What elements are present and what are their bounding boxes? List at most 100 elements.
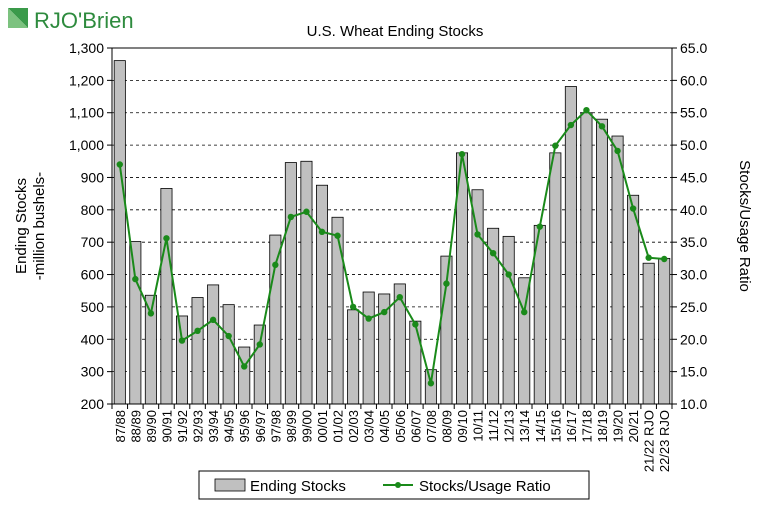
bar-ending-stocks bbox=[549, 152, 562, 405]
x-tick-label: 19/20 bbox=[611, 410, 626, 443]
x-tick-label: 02/03 bbox=[346, 410, 361, 443]
x-tick-label: 17/18 bbox=[579, 410, 594, 443]
x-tick-label: 05/06 bbox=[393, 410, 408, 443]
point-stocks-usage-ratio bbox=[536, 223, 543, 230]
x-tick-label: 08/09 bbox=[439, 410, 454, 443]
x-tick-label: 01/02 bbox=[331, 410, 346, 443]
left-tick-label: 300 bbox=[81, 364, 105, 380]
right-tick-label: 65.0 bbox=[680, 40, 707, 56]
left-tick-label: 800 bbox=[81, 202, 105, 218]
bar-ending-stocks bbox=[627, 194, 640, 405]
bar-ending-stocks bbox=[191, 297, 204, 405]
left-tick-label: 400 bbox=[81, 331, 105, 347]
bar-ending-stocks bbox=[596, 118, 609, 405]
left-tick-label: 1,300 bbox=[69, 40, 104, 56]
right-tick-label: 40.0 bbox=[680, 202, 707, 218]
bar-ending-stocks bbox=[611, 135, 624, 405]
x-tick-label: 94/95 bbox=[222, 410, 237, 443]
x-tick-label: 03/04 bbox=[362, 410, 377, 443]
left-tick-label: 1,100 bbox=[69, 105, 104, 121]
x-tick-label: 89/90 bbox=[144, 410, 159, 443]
point-stocks-usage-ratio bbox=[614, 147, 621, 155]
point-stocks-usage-ratio bbox=[272, 261, 279, 269]
right-tick-label: 15.0 bbox=[680, 364, 707, 380]
point-stocks-usage-ratio bbox=[147, 310, 155, 317]
point-stocks-usage-ratio bbox=[241, 363, 248, 370]
left-axis-ticks: 200 300 400 500 600 700 800 900 1,000 1,100 1,200 1… bbox=[69, 40, 112, 412]
x-tick-label: 99/00 bbox=[299, 410, 314, 443]
bar-ending-stocks bbox=[253, 324, 266, 405]
point-stocks-usage-ratio bbox=[505, 271, 512, 278]
right-tick-label: 25.0 bbox=[680, 299, 707, 315]
legend-swatch-marker bbox=[395, 482, 401, 488]
point-stocks-usage-ratio bbox=[412, 321, 419, 328]
point-stocks-usage-ratio bbox=[396, 294, 403, 301]
bar-ending-stocks bbox=[113, 60, 126, 405]
x-tick-label: 16/17 bbox=[564, 410, 579, 443]
x-tick-label: 12/13 bbox=[502, 410, 517, 443]
bar-ending-stocks bbox=[362, 291, 375, 405]
point-stocks-usage-ratio bbox=[365, 315, 372, 322]
x-tick-label: 96/97 bbox=[253, 410, 268, 443]
point-stocks-usage-ratio bbox=[132, 275, 139, 283]
x-tick-label: 93/94 bbox=[206, 410, 221, 443]
right-tick-label: 55.0 bbox=[680, 105, 707, 121]
point-stocks-usage-ratio bbox=[458, 150, 466, 158]
bar-ending-stocks bbox=[331, 216, 344, 405]
point-stocks-usage-ratio bbox=[645, 254, 652, 261]
point-stocks-usage-ratio bbox=[287, 213, 295, 221]
bar-series bbox=[113, 60, 671, 405]
left-tick-label: 500 bbox=[81, 299, 105, 315]
bar-ending-stocks bbox=[269, 234, 282, 405]
right-tick-label: 45.0 bbox=[680, 169, 707, 185]
right-tick-label: 10.0 bbox=[680, 396, 707, 412]
point-stocks-usage-ratio bbox=[443, 280, 450, 287]
bar-ending-stocks bbox=[207, 284, 220, 405]
point-stocks-usage-ratio bbox=[521, 308, 528, 316]
x-tick-label: 09/10 bbox=[455, 410, 470, 443]
right-tick-label: 35.0 bbox=[680, 234, 707, 250]
point-stocks-usage-ratio bbox=[474, 231, 481, 238]
bar-ending-stocks bbox=[175, 315, 188, 405]
x-tick-label: 21/22 RJO bbox=[642, 410, 657, 472]
bar-ending-stocks bbox=[160, 188, 173, 405]
right-axis-ticks: 10.0 15.0 20.0 25.0 30.0 35.0 40.0 45.0 50.0 55.0… bbox=[672, 40, 707, 412]
chart-title: U.S. Wheat Ending Stocks bbox=[307, 23, 484, 40]
x-tick-label: 95/96 bbox=[237, 410, 252, 443]
x-tick-label: 07/08 bbox=[424, 410, 439, 443]
x-tick-label: 11/12 bbox=[486, 410, 501, 442]
x-axis-ticks: 87/88 88/89 89/90 90/91 91/92 92/93 93/94 94/95… bbox=[111, 404, 673, 472]
point-stocks-usage-ratio bbox=[178, 337, 186, 344]
x-tick-label: 18/19 bbox=[595, 410, 610, 443]
x-tick-label: 00/01 bbox=[315, 410, 330, 443]
point-stocks-usage-ratio bbox=[303, 208, 310, 215]
point-stocks-usage-ratio bbox=[661, 255, 668, 263]
x-tick-label: 13/14 bbox=[517, 410, 532, 443]
x-tick-label: 10/11 bbox=[471, 410, 486, 442]
point-stocks-usage-ratio bbox=[552, 142, 559, 149]
point-stocks-usage-ratio bbox=[209, 316, 217, 324]
x-tick-label: 92/93 bbox=[191, 410, 206, 443]
line-series bbox=[116, 106, 668, 387]
left-tick-label: 200 bbox=[81, 396, 105, 412]
x-tick-label: 15/16 bbox=[548, 410, 563, 443]
right-tick-label: 60.0 bbox=[680, 72, 707, 88]
x-tick-label: 97/98 bbox=[268, 410, 283, 443]
x-tick-label: 91/92 bbox=[175, 410, 190, 443]
x-tick-label: 04/05 bbox=[377, 410, 392, 443]
bar-ending-stocks bbox=[300, 160, 313, 405]
bar-ending-stocks bbox=[502, 235, 515, 405]
x-tick-label: 20/21 bbox=[626, 410, 641, 443]
rjobrien-logo: RJO'Brien bbox=[6, 6, 136, 36]
x-tick-label: 87/88 bbox=[113, 410, 128, 443]
legend-label-ending-stocks: Ending Stocks bbox=[250, 478, 346, 495]
bar-ending-stocks bbox=[129, 241, 142, 405]
legend-swatch-bar bbox=[214, 478, 246, 492]
left-tick-label: 700 bbox=[81, 234, 105, 250]
bar-ending-stocks bbox=[580, 112, 593, 405]
right-axis-label: Stocks/Usage Ratio bbox=[736, 160, 753, 292]
bar-ending-stocks bbox=[658, 257, 671, 405]
legend-label-stocks-usage: Stocks/Usage Ratio bbox=[419, 478, 551, 495]
right-tick-label: 50.0 bbox=[680, 137, 707, 153]
